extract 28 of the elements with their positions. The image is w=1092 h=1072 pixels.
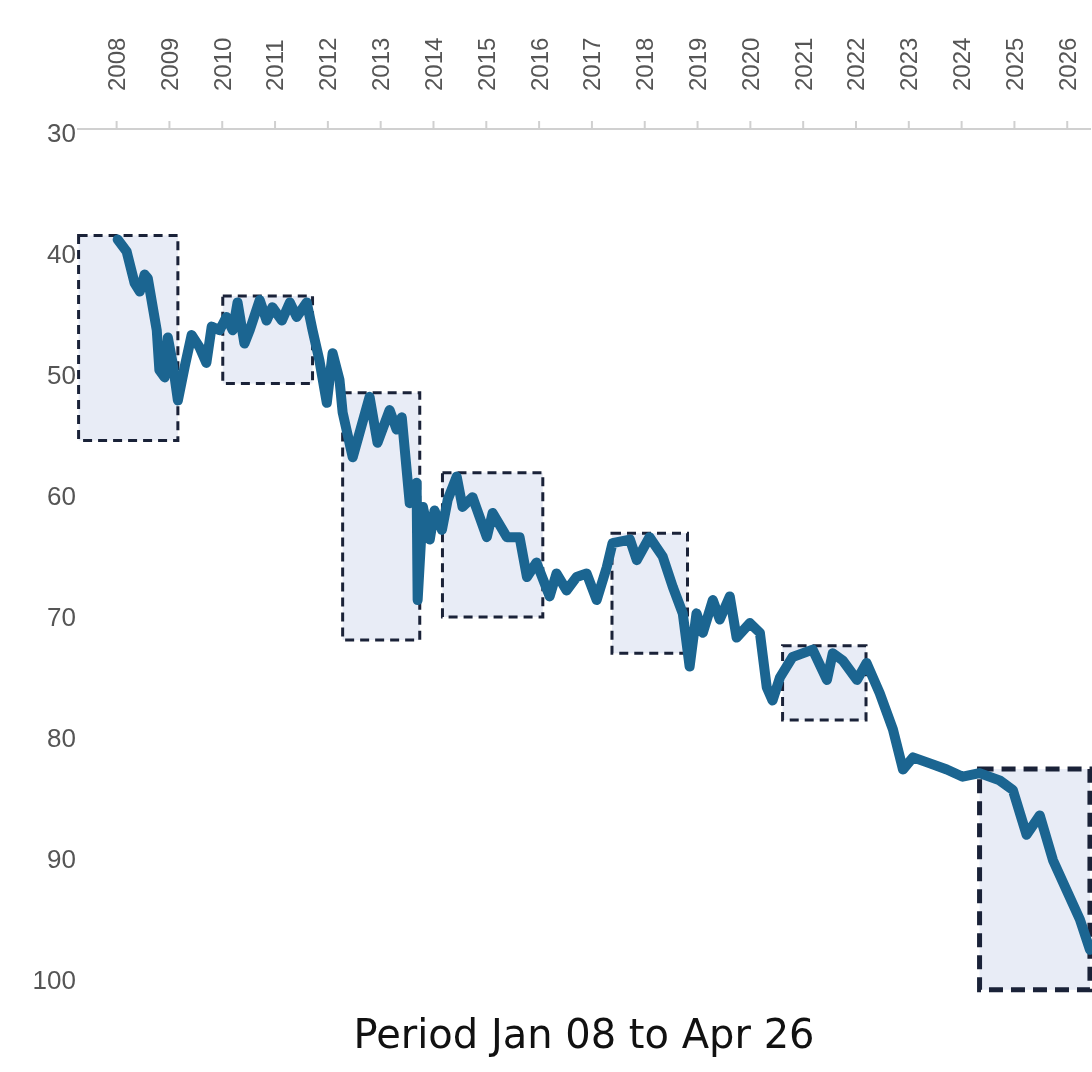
x-tick-label: 2012: [314, 37, 342, 91]
x-tick-label: 2008: [103, 37, 131, 91]
x-tick-label: 2021: [789, 37, 817, 91]
x-tick-label: 2024: [948, 37, 976, 91]
x-tick-label: 2009: [155, 37, 183, 91]
y-tick-label: 60: [47, 481, 76, 512]
x-tick-label: 2019: [683, 37, 711, 91]
x-tick-label: 2017: [578, 37, 606, 91]
y-tick-label: 70: [47, 602, 76, 633]
x-tick-label: 2023: [895, 37, 923, 91]
y-tick-label: 40: [47, 239, 76, 270]
x-tick-label: 2014: [419, 37, 447, 91]
x-tick-label: 2011: [261, 39, 289, 91]
x-tick-label: 2022: [842, 37, 870, 91]
x-tick-label: 2020: [736, 37, 764, 91]
y-tick-label: 80: [47, 723, 76, 754]
x-tick-label: 2025: [1000, 37, 1028, 91]
x-tick-label: 2015: [472, 37, 500, 91]
y-tick-label: 50: [47, 360, 76, 391]
x-tick-label: 2016: [525, 37, 553, 91]
x-axis-title: Period Jan 08 to Apr 26: [353, 1011, 815, 1057]
x-tick-label: 2010: [208, 37, 236, 91]
y-tick-label: 30: [47, 118, 76, 149]
x-tick-label: 2018: [631, 37, 659, 91]
y-tick-label: 100: [32, 965, 76, 996]
x-tick-label: 2013: [367, 37, 395, 91]
y-tick-label: 90: [47, 844, 76, 875]
x-tick-label: 2026: [1053, 37, 1081, 91]
